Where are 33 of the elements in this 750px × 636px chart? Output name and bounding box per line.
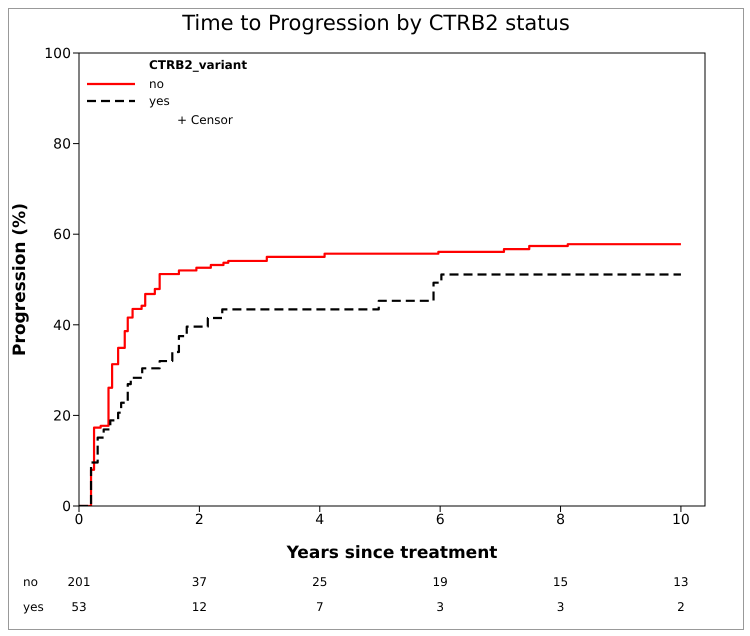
y-tick-label: 20	[53, 408, 71, 424]
chart-title: Time to Progression by CTRB2 status	[181, 11, 571, 35]
text: 2	[677, 600, 685, 614]
y-axis-title: Progression (%)	[10, 203, 30, 356]
x-tick-label: 4	[315, 512, 324, 528]
legend-title: CTRB2_variant	[149, 58, 248, 72]
legend-label: yes	[149, 94, 170, 108]
text: 12	[192, 600, 208, 614]
text: 13	[673, 575, 689, 589]
y-tick-label: 60	[53, 227, 71, 244]
text: 15	[552, 575, 568, 589]
y-tick-label: 100	[44, 46, 71, 62]
text: 25	[312, 575, 328, 589]
text: no	[23, 575, 38, 589]
y-tick-label: 80	[53, 136, 71, 153]
x-axis-title: Years since treatment	[286, 543, 498, 563]
text: 201	[68, 575, 90, 589]
text: yes	[23, 600, 44, 614]
text: 3	[436, 600, 444, 614]
annotation: + Censor	[177, 113, 233, 127]
legend-label: no	[149, 77, 164, 91]
x-tick-label: 0	[74, 512, 84, 528]
x-tick-label: 6	[436, 512, 445, 528]
text: 53	[71, 600, 87, 614]
y-tick-label: 0	[62, 498, 71, 515]
text: 3	[556, 600, 564, 614]
x-tick-label: 8	[556, 512, 565, 528]
x-tick-label: 2	[194, 512, 204, 528]
text: 7	[316, 600, 324, 614]
x-tick-label: 10	[672, 512, 690, 528]
text: 37	[192, 575, 208, 589]
y-tick-label: 40	[53, 318, 71, 334]
text: 19	[432, 575, 448, 589]
